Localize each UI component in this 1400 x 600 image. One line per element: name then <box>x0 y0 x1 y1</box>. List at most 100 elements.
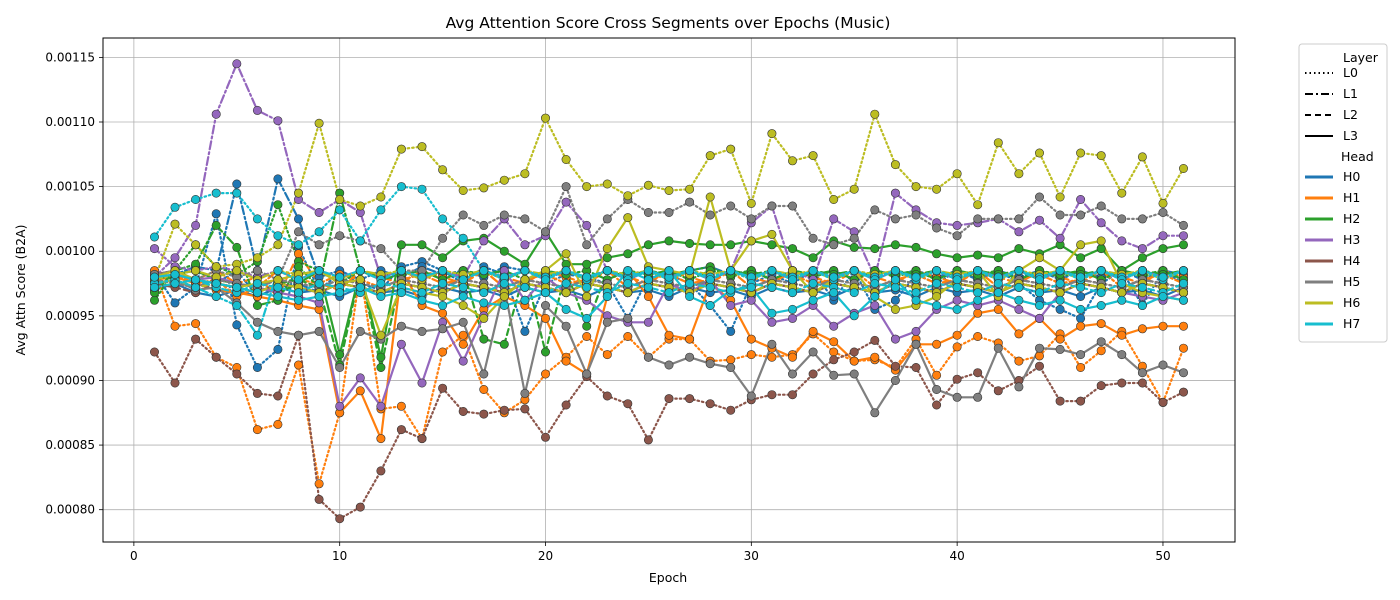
data-point-h6-l3 <box>890 304 900 314</box>
data-point-h2-l3 <box>335 350 345 360</box>
data-point-h7-l2 <box>890 282 900 292</box>
data-point-h7-l3 <box>643 275 653 285</box>
data-point-h6-l2 <box>1179 288 1189 298</box>
data-point-h6-l0 <box>1158 198 1168 208</box>
data-point-h7-l3 <box>1055 295 1065 305</box>
data-point-h1-l3 <box>829 337 839 347</box>
data-point-h7-l2 <box>520 282 530 292</box>
data-point-h1-l3 <box>685 334 695 344</box>
data-point-h3-l3 <box>643 317 653 327</box>
data-point-h7-l3 <box>993 288 1003 298</box>
data-point-h7-l1 <box>1137 266 1147 276</box>
data-point-h6-l3 <box>932 291 942 301</box>
data-point-h7-l3 <box>932 300 942 310</box>
data-point-h7-l3 <box>1014 295 1024 305</box>
data-point-h7-l2 <box>582 282 592 292</box>
data-point-h6-l0 <box>438 165 448 175</box>
data-point-h6-l0 <box>993 138 1003 148</box>
data-point-h1-l0 <box>293 360 303 370</box>
data-point-h7-l3 <box>252 288 262 298</box>
data-point-h7-l3 <box>664 266 674 276</box>
data-point-h6-l0 <box>458 186 468 196</box>
data-point-h2-l3 <box>643 240 653 250</box>
data-point-h2-l3 <box>952 253 962 263</box>
plot-area-frame <box>102 37 1236 543</box>
data-point-h5-l0 <box>932 223 942 233</box>
data-point-h5-l3 <box>1014 382 1024 392</box>
data-point-h2-l3 <box>623 249 633 259</box>
data-point-h6-l0 <box>746 198 756 208</box>
data-point-h3-l1 <box>1055 233 1065 243</box>
data-point-h5-l3 <box>705 359 715 369</box>
data-point-h7-l3 <box>1117 295 1127 305</box>
data-point-h5-l3 <box>396 321 406 331</box>
data-point-h5-l3 <box>643 352 653 362</box>
data-point-h5-l0 <box>438 233 448 243</box>
data-point-h3-l1 <box>561 197 571 207</box>
legend-label-l2: L2 <box>1343 107 1358 122</box>
data-point-h6-l0 <box>355 201 365 211</box>
data-point-h7-l0 <box>211 188 221 198</box>
data-point-h0-l1 <box>232 179 242 189</box>
data-point-h5-l3 <box>293 330 303 340</box>
data-point-h2-l2 <box>376 362 386 372</box>
data-point-h7-l1 <box>726 266 736 276</box>
data-point-h7-l3 <box>829 288 839 298</box>
data-point-h5-l3 <box>973 392 983 402</box>
data-point-h4-l0 <box>932 400 942 410</box>
x-tick-label: 10 <box>332 549 347 563</box>
series-line-h4-l0 <box>153 334 1185 521</box>
data-point-h6-l0 <box>170 219 180 229</box>
data-point-h5-l0 <box>1076 210 1086 220</box>
data-point-h7-l2 <box>767 282 777 292</box>
data-point-h7-l1 <box>520 266 530 276</box>
data-point-h3-l1 <box>170 253 180 263</box>
data-point-h5-l3 <box>273 326 283 336</box>
data-point-h2-l3 <box>932 249 942 259</box>
data-point-h7-l1 <box>1014 266 1024 276</box>
data-point-h3-l0 <box>150 244 160 254</box>
data-point-h3-l3 <box>458 356 468 366</box>
data-point-h6-l0 <box>767 129 777 139</box>
data-point-h2-l2 <box>479 334 489 344</box>
data-point-h7-l1 <box>808 266 818 276</box>
data-point-h5-l0 <box>705 210 715 220</box>
data-point-h3-l3 <box>829 321 839 331</box>
y-tick-label: 0.00080 <box>45 503 95 517</box>
data-point-h4-l0 <box>355 502 365 512</box>
data-point-h0-l1 <box>273 174 283 184</box>
data-point-h4-l0 <box>438 383 448 393</box>
data-point-h6-l0 <box>1035 148 1045 158</box>
data-point-h5-l3 <box>787 369 797 379</box>
data-point-h5-l0 <box>1035 192 1045 202</box>
data-point-h5-l0 <box>499 210 509 220</box>
data-point-h6-l0 <box>911 182 921 192</box>
data-point-h6-l0 <box>293 188 303 198</box>
y-tick-label: 0.00115 <box>45 50 95 64</box>
data-point-h6-l0 <box>808 151 818 161</box>
data-point-h6-l0 <box>1096 151 1106 161</box>
data-point-h3-l1 <box>1096 218 1106 228</box>
data-point-h1-l0 <box>582 331 592 341</box>
data-point-h6-l3 <box>355 275 365 285</box>
data-point-h3-l1 <box>520 240 530 250</box>
data-point-h7-l0 <box>170 202 180 212</box>
data-point-h1-l3 <box>1158 321 1168 331</box>
data-point-h6-l0 <box>252 253 262 263</box>
axis-ticks: 0 10 20 30 40 50 0.00080 0.00085 0.00090 0.00095 0… <box>45 50 1170 563</box>
data-point-h0-l3 <box>1076 291 1086 301</box>
data-point-h6-l3 <box>458 300 468 310</box>
data-point-h4-l0 <box>232 369 242 379</box>
data-point-h1-l3 <box>540 313 550 323</box>
data-point-h6-l0 <box>273 240 283 250</box>
data-point-h4-l0 <box>273 391 283 401</box>
data-point-h2-l2 <box>540 347 550 357</box>
data-point-h4-l0 <box>767 390 777 400</box>
data-point-h4-l0 <box>1055 396 1065 406</box>
data-point-h7-l3 <box>479 298 489 308</box>
data-point-h3-l3 <box>396 339 406 349</box>
data-point-h5-l0 <box>561 182 571 192</box>
data-point-h7-l2 <box>932 278 942 288</box>
data-point-h2-l3 <box>993 253 1003 263</box>
data-point-h7-l1 <box>191 282 201 292</box>
